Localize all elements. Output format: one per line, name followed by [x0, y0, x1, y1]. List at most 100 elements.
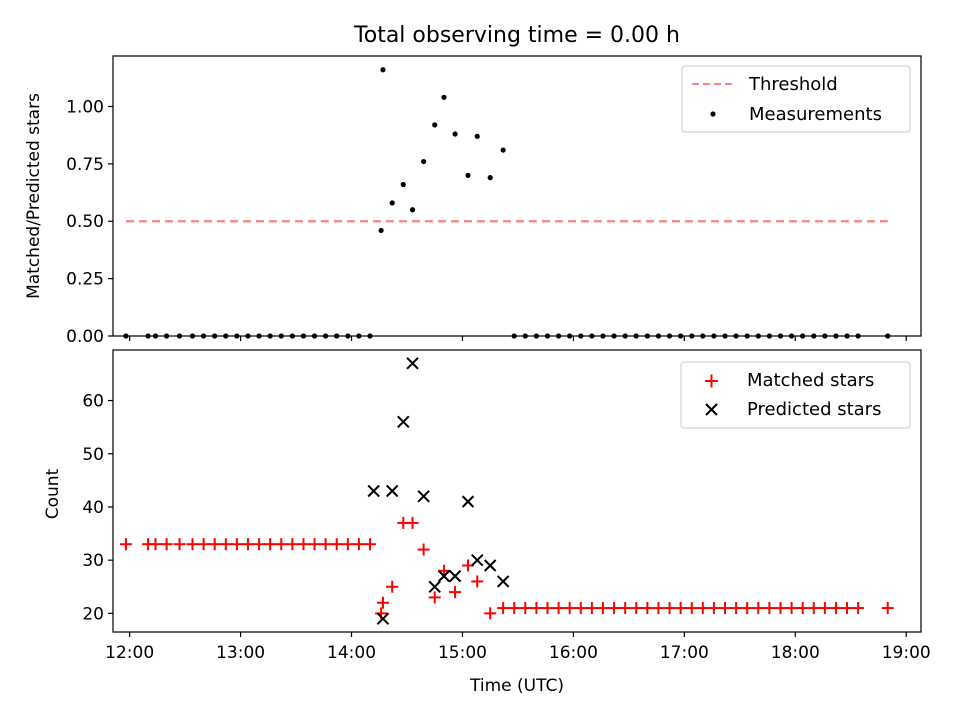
- matched-stars-point: [596, 602, 609, 615]
- count-axis-ticks: 12:00 13:00 14:00 15:00 16:00 17:00 18:00 19:00…: [82, 392, 930, 663]
- predicted-stars-point: [471, 553, 484, 567]
- measurement-point: [367, 333, 373, 339]
- measurement-point: [474, 133, 480, 139]
- measurement-point: [323, 333, 329, 339]
- ratio-title: Total observing time = 0.00 h: [353, 23, 680, 48]
- matched-stars-point: [508, 602, 521, 615]
- matched-stars-point: [386, 580, 399, 593]
- measurement-point: [212, 333, 218, 339]
- ratio-y-axis-label: Matched/Predicted stars: [24, 93, 44, 299]
- measurement-point: [567, 333, 573, 339]
- matched-stars-point: [160, 538, 173, 551]
- measurement-point: [487, 175, 493, 181]
- ratio-plot-frame: [112, 55, 922, 337]
- legend-threshold-label: Threshold: [748, 74, 838, 95]
- measurement-point: [556, 333, 562, 339]
- matched-stars-point: [406, 516, 419, 529]
- matched-stars-point: [417, 543, 430, 556]
- matched-stars-point: [852, 602, 865, 615]
- predicted-stars-point: [483, 559, 497, 572]
- measurement-point: [611, 333, 617, 339]
- y-tick-label: 1.00: [66, 97, 104, 117]
- measurement-point: [278, 333, 284, 339]
- measurement-point: [380, 67, 386, 73]
- y-tick-label: 40: [82, 498, 104, 518]
- predicted-stars-point: [461, 495, 475, 508]
- count-y-axis-label: Count: [43, 468, 63, 519]
- measurement-point: [189, 333, 196, 339]
- matched-stars-point: [630, 602, 643, 615]
- matched-stars-point: [841, 602, 854, 615]
- measurement-point: [822, 333, 828, 339]
- predicted-stars-point: [397, 415, 410, 429]
- matched-stars-point: [763, 602, 776, 615]
- measurement-point: [409, 207, 416, 213]
- count-panel: Count Time (UTC) 12:00 13:00 14:00 15:00 16:…: [43, 349, 931, 696]
- matched-stars-point: [541, 602, 554, 615]
- measurement-point: [145, 333, 151, 339]
- measurement-point: [267, 333, 273, 339]
- measurement-point: [441, 94, 447, 100]
- legend-predicted-label: Predicted stars: [747, 399, 881, 420]
- ratio-legend-frame: [681, 65, 911, 133]
- matched-stars-point: [563, 602, 576, 615]
- matched-stars-point: [585, 602, 598, 615]
- measurement-point: [421, 158, 427, 165]
- measurement-point: [533, 333, 540, 339]
- y-tick-label: 0.75: [66, 155, 104, 175]
- x-tick-label: 19:00: [882, 643, 931, 663]
- count-plot-frame: [112, 349, 922, 633]
- y-tick-label: 20: [82, 604, 104, 624]
- measurement-point: [700, 333, 706, 339]
- measurement-point: [544, 333, 551, 339]
- measurement-point: [245, 333, 251, 339]
- measurement-point: [176, 333, 183, 339]
- matched-stars-point: [471, 575, 484, 588]
- predicted-stars-point: [428, 580, 441, 593]
- ratio-legend: Threshold Measurements: [681, 65, 911, 133]
- matched-stars-point: [674, 602, 687, 615]
- measurement-point: [766, 333, 772, 339]
- matched-stars-point: [186, 538, 199, 551]
- matched-stars-point: [774, 602, 787, 615]
- ratio-data-marks: [123, 67, 891, 339]
- measurement-point: [689, 333, 695, 339]
- measurement-point: [600, 333, 606, 339]
- matched-stars-point: [752, 602, 765, 615]
- matched-stars-point: [330, 538, 343, 551]
- measurement-point: [633, 333, 639, 339]
- legend-measurements-swatch: [710, 111, 716, 117]
- matched-stars-point: [364, 538, 377, 551]
- matched-stars-point: [197, 538, 210, 551]
- matched-stars-point: [807, 602, 820, 615]
- matched-stars-point: [741, 602, 754, 615]
- measurement-point: [777, 333, 784, 339]
- matched-stars-point: [497, 602, 510, 615]
- measurement-point: [722, 333, 728, 339]
- matched-stars-point: [286, 538, 299, 551]
- measurement-point: [666, 333, 673, 339]
- x-tick-label: 16:00: [549, 643, 598, 663]
- matched-stars-point: [730, 602, 743, 615]
- count-data-marks: [119, 357, 894, 625]
- measurement-point: [223, 333, 229, 339]
- measurement-point: [234, 333, 240, 339]
- measurement-point: [432, 122, 438, 128]
- matched-stars-point: [449, 586, 462, 599]
- measurement-point: [452, 131, 458, 137]
- measurement-point: [844, 333, 850, 339]
- count-x-axis-label: Time (UTC): [469, 676, 564, 696]
- matched-stars-point: [829, 602, 842, 615]
- measurement-point: [378, 227, 384, 234]
- measurement-point: [389, 200, 395, 206]
- x-tick-label: 12:00: [105, 643, 154, 663]
- count-legend: Matched stars Predicted stars: [680, 361, 911, 429]
- predicted-stars-point: [448, 569, 462, 583]
- matched-stars-point: [264, 538, 277, 551]
- y-tick-label: 0.00: [66, 327, 104, 347]
- measurement-point: [855, 333, 861, 339]
- matched-stars-point: [484, 607, 497, 620]
- measurement-point: [465, 172, 471, 178]
- predicted-stars-point: [417, 490, 430, 503]
